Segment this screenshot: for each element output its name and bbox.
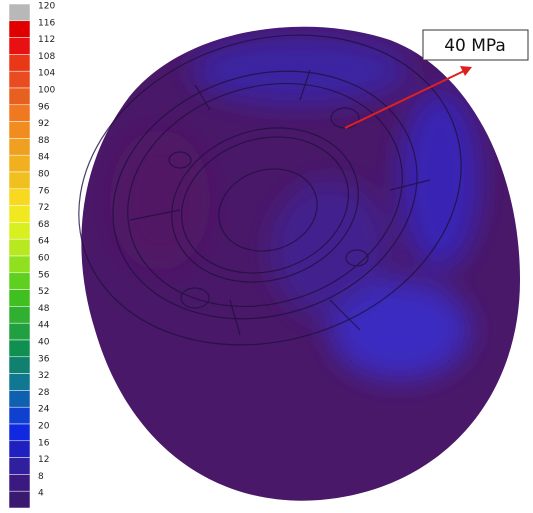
- legend-label: 104: [38, 69, 55, 79]
- legend-swatch: [9, 38, 30, 55]
- legend-swatch: [9, 491, 30, 508]
- color-legend: 1201161121081041009692888480767268646056…: [9, 2, 55, 509]
- legend-label: 4: [38, 489, 44, 499]
- legend-label: 96: [38, 102, 50, 112]
- stress-plot: 40 MPa 120116112108104100969288848076726…: [0, 0, 533, 513]
- legend-swatch: [9, 105, 30, 122]
- legend-swatch: [9, 71, 30, 88]
- annotation-text: 40 MPa: [444, 36, 506, 56]
- legend-label: 44: [38, 321, 50, 331]
- legend-label: 76: [38, 186, 50, 196]
- legend-label: 8: [38, 472, 44, 482]
- legend-swatch: [9, 122, 30, 139]
- legend-label: 20: [38, 422, 50, 432]
- part: [38, 0, 520, 501]
- legend-swatch: [9, 340, 30, 357]
- legend-swatch: [9, 374, 30, 391]
- legend-label: 120: [38, 2, 55, 12]
- legend-label: 64: [38, 237, 50, 247]
- legend-label: 56: [38, 270, 50, 280]
- legend-label: 60: [38, 254, 50, 264]
- legend-label: 100: [38, 86, 55, 96]
- legend-label: 40: [38, 338, 50, 348]
- legend-label: 32: [38, 371, 49, 381]
- legend-swatch: [9, 474, 30, 491]
- legend-swatch: [9, 172, 30, 189]
- legend-swatch: [9, 239, 30, 256]
- legend-swatch: [9, 306, 30, 323]
- legend-label: 84: [38, 153, 50, 163]
- legend-label: 36: [38, 354, 50, 364]
- legend-swatch: [9, 323, 30, 340]
- legend-label: 48: [38, 304, 50, 314]
- legend-swatch: [9, 222, 30, 239]
- legend-label: 108: [38, 52, 55, 62]
- legend-label: 12: [38, 455, 49, 465]
- legend-label: 24: [38, 405, 50, 415]
- legend-swatch: [9, 138, 30, 155]
- legend-swatch: [9, 21, 30, 38]
- legend-swatch: [9, 206, 30, 223]
- legend-swatch: [9, 458, 30, 475]
- legend-swatch: [9, 189, 30, 206]
- legend-swatch: [9, 273, 30, 290]
- legend-swatch: [9, 407, 30, 424]
- legend-label: 92: [38, 119, 49, 129]
- legend-label: 68: [38, 220, 50, 230]
- legend-swatch: [9, 357, 30, 374]
- legend-label: 80: [38, 170, 50, 180]
- legend-label: 116: [38, 18, 55, 28]
- legend-swatch: [9, 256, 30, 273]
- legend-label: 28: [38, 388, 50, 398]
- legend-swatch: [9, 441, 30, 458]
- legend-swatch: [9, 155, 30, 172]
- legend-swatch: [9, 390, 30, 407]
- legend-swatch: [9, 290, 30, 307]
- legend-label: 112: [38, 35, 55, 45]
- legend-label: 52: [38, 287, 49, 297]
- legend-swatch: [9, 424, 30, 441]
- legend-label: 88: [38, 136, 50, 146]
- legend-swatch: [9, 54, 30, 71]
- legend-label: 72: [38, 203, 49, 213]
- legend-swatch: [9, 4, 30, 21]
- legend-swatch: [9, 88, 30, 105]
- legend-label: 16: [38, 438, 50, 448]
